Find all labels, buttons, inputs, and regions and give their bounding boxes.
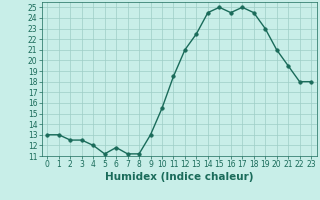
X-axis label: Humidex (Indice chaleur): Humidex (Indice chaleur): [105, 172, 253, 182]
